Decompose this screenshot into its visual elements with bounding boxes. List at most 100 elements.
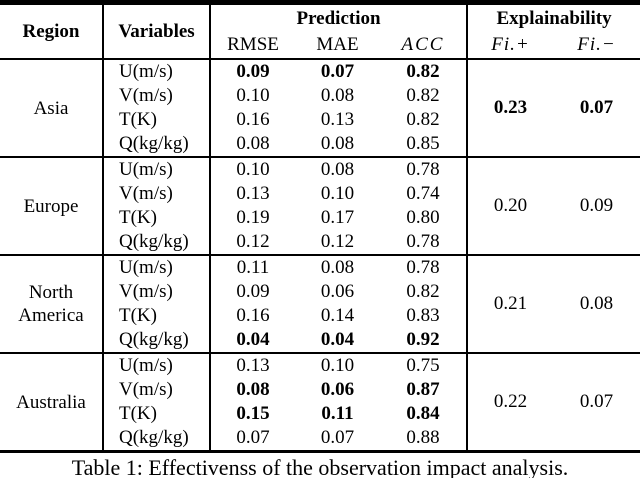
mae-cell: 0.08 — [320, 133, 355, 154]
table-caption: Table 1: Effectivenss of the observation… — [71, 455, 569, 478]
region-group-europe: Europe U(m/s) 0.10 0.08 0.78 0.20 0.09 V… — [0, 157, 640, 255]
table-row: Europe U(m/s) 0.10 0.08 0.78 0.20 0.09 — [0, 157, 640, 255]
mae-cell: 0.07 — [320, 427, 355, 448]
acc-cell: 0.78 — [406, 257, 440, 278]
variable-cell: V(m/s) — [102, 84, 210, 108]
mae-cell: 0.06 — [320, 281, 355, 302]
mae-cell: 0.08 — [320, 159, 355, 180]
mae-cell: 0.14 — [320, 305, 355, 326]
results-table: Region Variables Prediction Explainabili… — [0, 0, 640, 453]
variable-cell: T(K) — [102, 402, 210, 426]
table-row: Asia U(m/s) 0.09 0.07 0.82 0.23 0.07 — [0, 59, 640, 157]
table-row: V(m/s) 0.10 0.08 0.82 — [0, 84, 640, 108]
acc-cell: 0.82 — [406, 61, 440, 82]
acc-cell: 0.84 — [406, 403, 440, 424]
mae-cell: 0.17 — [320, 207, 355, 228]
variable-cell: Q(kg/kg) — [102, 426, 210, 452]
rmse-cell: 0.15 — [209, 402, 295, 426]
header-explainability: Explainability — [466, 2, 640, 32]
table-row: Q(kg/kg) 0.12 0.12 0.78 — [0, 230, 640, 255]
rmse-cell: 0.07 — [209, 426, 295, 452]
header-row-metrics: RMSE MAE ACC Fi.+ Fi.− — [0, 32, 640, 60]
rmse-cell: 0.19 — [209, 206, 295, 230]
fi-plus-cell: 0.23 — [466, 59, 554, 157]
mae-cell: 0.10 — [320, 183, 355, 204]
header-region: Region — [0, 2, 103, 60]
fi-minus-cell: 0.09 — [579, 195, 614, 216]
table-row: V(m/s) 0.09 0.06 0.82 — [0, 280, 640, 304]
header-row-groups: Region Variables Prediction Explainabili… — [0, 2, 640, 60]
region-group-north-america: North America U(m/s) 0.11 0.08 0.78 0.21… — [0, 255, 640, 353]
fi-plus-cell: 0.21 — [466, 255, 554, 353]
acc-cell: 0.87 — [406, 379, 440, 400]
table-row: Australia U(m/s) 0.13 0.10 0.75 0.22 0.0… — [0, 353, 640, 452]
acc-cell: 0.88 — [406, 427, 440, 448]
fi-minus-cell: 0.08 — [579, 293, 614, 314]
rmse-cell: 0.04 — [209, 328, 295, 353]
header-fi-plus: Fi.+ — [466, 32, 554, 60]
acc-cell: 0.75 — [406, 355, 440, 376]
region-cell: Australia — [16, 391, 86, 413]
header-prediction: Prediction — [208, 2, 468, 32]
table-row: Q(kg/kg) 0.07 0.07 0.88 — [0, 426, 640, 452]
mae-cell: 0.13 — [320, 109, 355, 130]
header-mae: MAE — [295, 32, 380, 60]
acc-cell: 0.78 — [406, 231, 440, 252]
acc-cell: 0.82 — [406, 281, 440, 302]
table-row: T(K) 0.19 0.17 0.80 — [0, 206, 640, 230]
acc-cell: 0.74 — [406, 183, 440, 204]
rmse-cell: 0.13 — [209, 353, 295, 378]
region-group-asia: Asia U(m/s) 0.09 0.07 0.82 0.23 0.07 V(m… — [0, 59, 640, 157]
fi-minus-cell: 0.07 — [579, 391, 614, 412]
mae-cell: 0.06 — [320, 379, 355, 400]
rmse-cell: 0.16 — [209, 108, 295, 132]
header-rmse: RMSE — [209, 32, 295, 60]
table-row: Q(kg/kg) 0.04 0.04 0.92 — [0, 328, 640, 353]
header-variables: Variables — [102, 2, 210, 60]
fi-plus-cell: 0.22 — [466, 353, 554, 452]
table-row: V(m/s) 0.13 0.10 0.74 — [0, 182, 640, 206]
table-row: Q(kg/kg) 0.08 0.08 0.85 — [0, 132, 640, 157]
table-row: North America U(m/s) 0.11 0.08 0.78 0.21… — [0, 255, 640, 353]
variable-cell: Q(kg/kg) — [102, 328, 210, 353]
rmse-cell: 0.09 — [209, 280, 295, 304]
mae-cell: 0.12 — [320, 231, 355, 252]
variable-cell: U(m/s) — [102, 157, 210, 182]
mae-cell: 0.08 — [320, 85, 355, 106]
variable-cell: V(m/s) — [102, 280, 210, 304]
acc-cell: 0.92 — [406, 329, 440, 350]
mae-cell: 0.10 — [320, 355, 355, 376]
rmse-cell: 0.08 — [209, 378, 295, 402]
mae-cell: 0.04 — [320, 329, 355, 350]
acc-cell: 0.82 — [406, 85, 440, 106]
variable-cell: T(K) — [102, 108, 210, 132]
variable-cell: T(K) — [102, 206, 210, 230]
acc-cell: 0.78 — [406, 159, 440, 180]
rmse-cell: 0.16 — [209, 304, 295, 328]
mae-cell: 0.08 — [320, 257, 355, 278]
rmse-cell: 0.12 — [209, 230, 295, 255]
region-cell: Asia — [33, 97, 69, 119]
region-group-australia: Australia U(m/s) 0.13 0.10 0.75 0.22 0.0… — [0, 353, 640, 452]
rmse-cell: 0.10 — [209, 157, 295, 182]
variable-cell: T(K) — [102, 304, 210, 328]
table-row: T(K) 0.16 0.13 0.82 — [0, 108, 640, 132]
header-acc: ACC — [380, 32, 468, 60]
rmse-cell: 0.10 — [209, 84, 295, 108]
variable-cell: U(m/s) — [102, 255, 210, 280]
table-row: V(m/s) 0.08 0.06 0.87 — [0, 378, 640, 402]
acc-cell: 0.80 — [406, 207, 440, 228]
header-fi-minus: Fi.− — [553, 32, 640, 60]
variable-cell: U(m/s) — [102, 353, 210, 378]
variable-cell: V(m/s) — [102, 378, 210, 402]
fi-minus-cell: 0.07 — [579, 97, 614, 118]
variable-cell: U(m/s) — [102, 59, 210, 84]
table-header: Region Variables Prediction Explainabili… — [0, 2, 640, 60]
region-cell: Europe — [23, 195, 79, 217]
mae-cell: 0.07 — [320, 61, 355, 82]
variable-cell: V(m/s) — [102, 182, 210, 206]
acc-cell: 0.85 — [406, 133, 440, 154]
rmse-cell: 0.09 — [209, 59, 295, 84]
rmse-cell: 0.08 — [209, 132, 295, 157]
